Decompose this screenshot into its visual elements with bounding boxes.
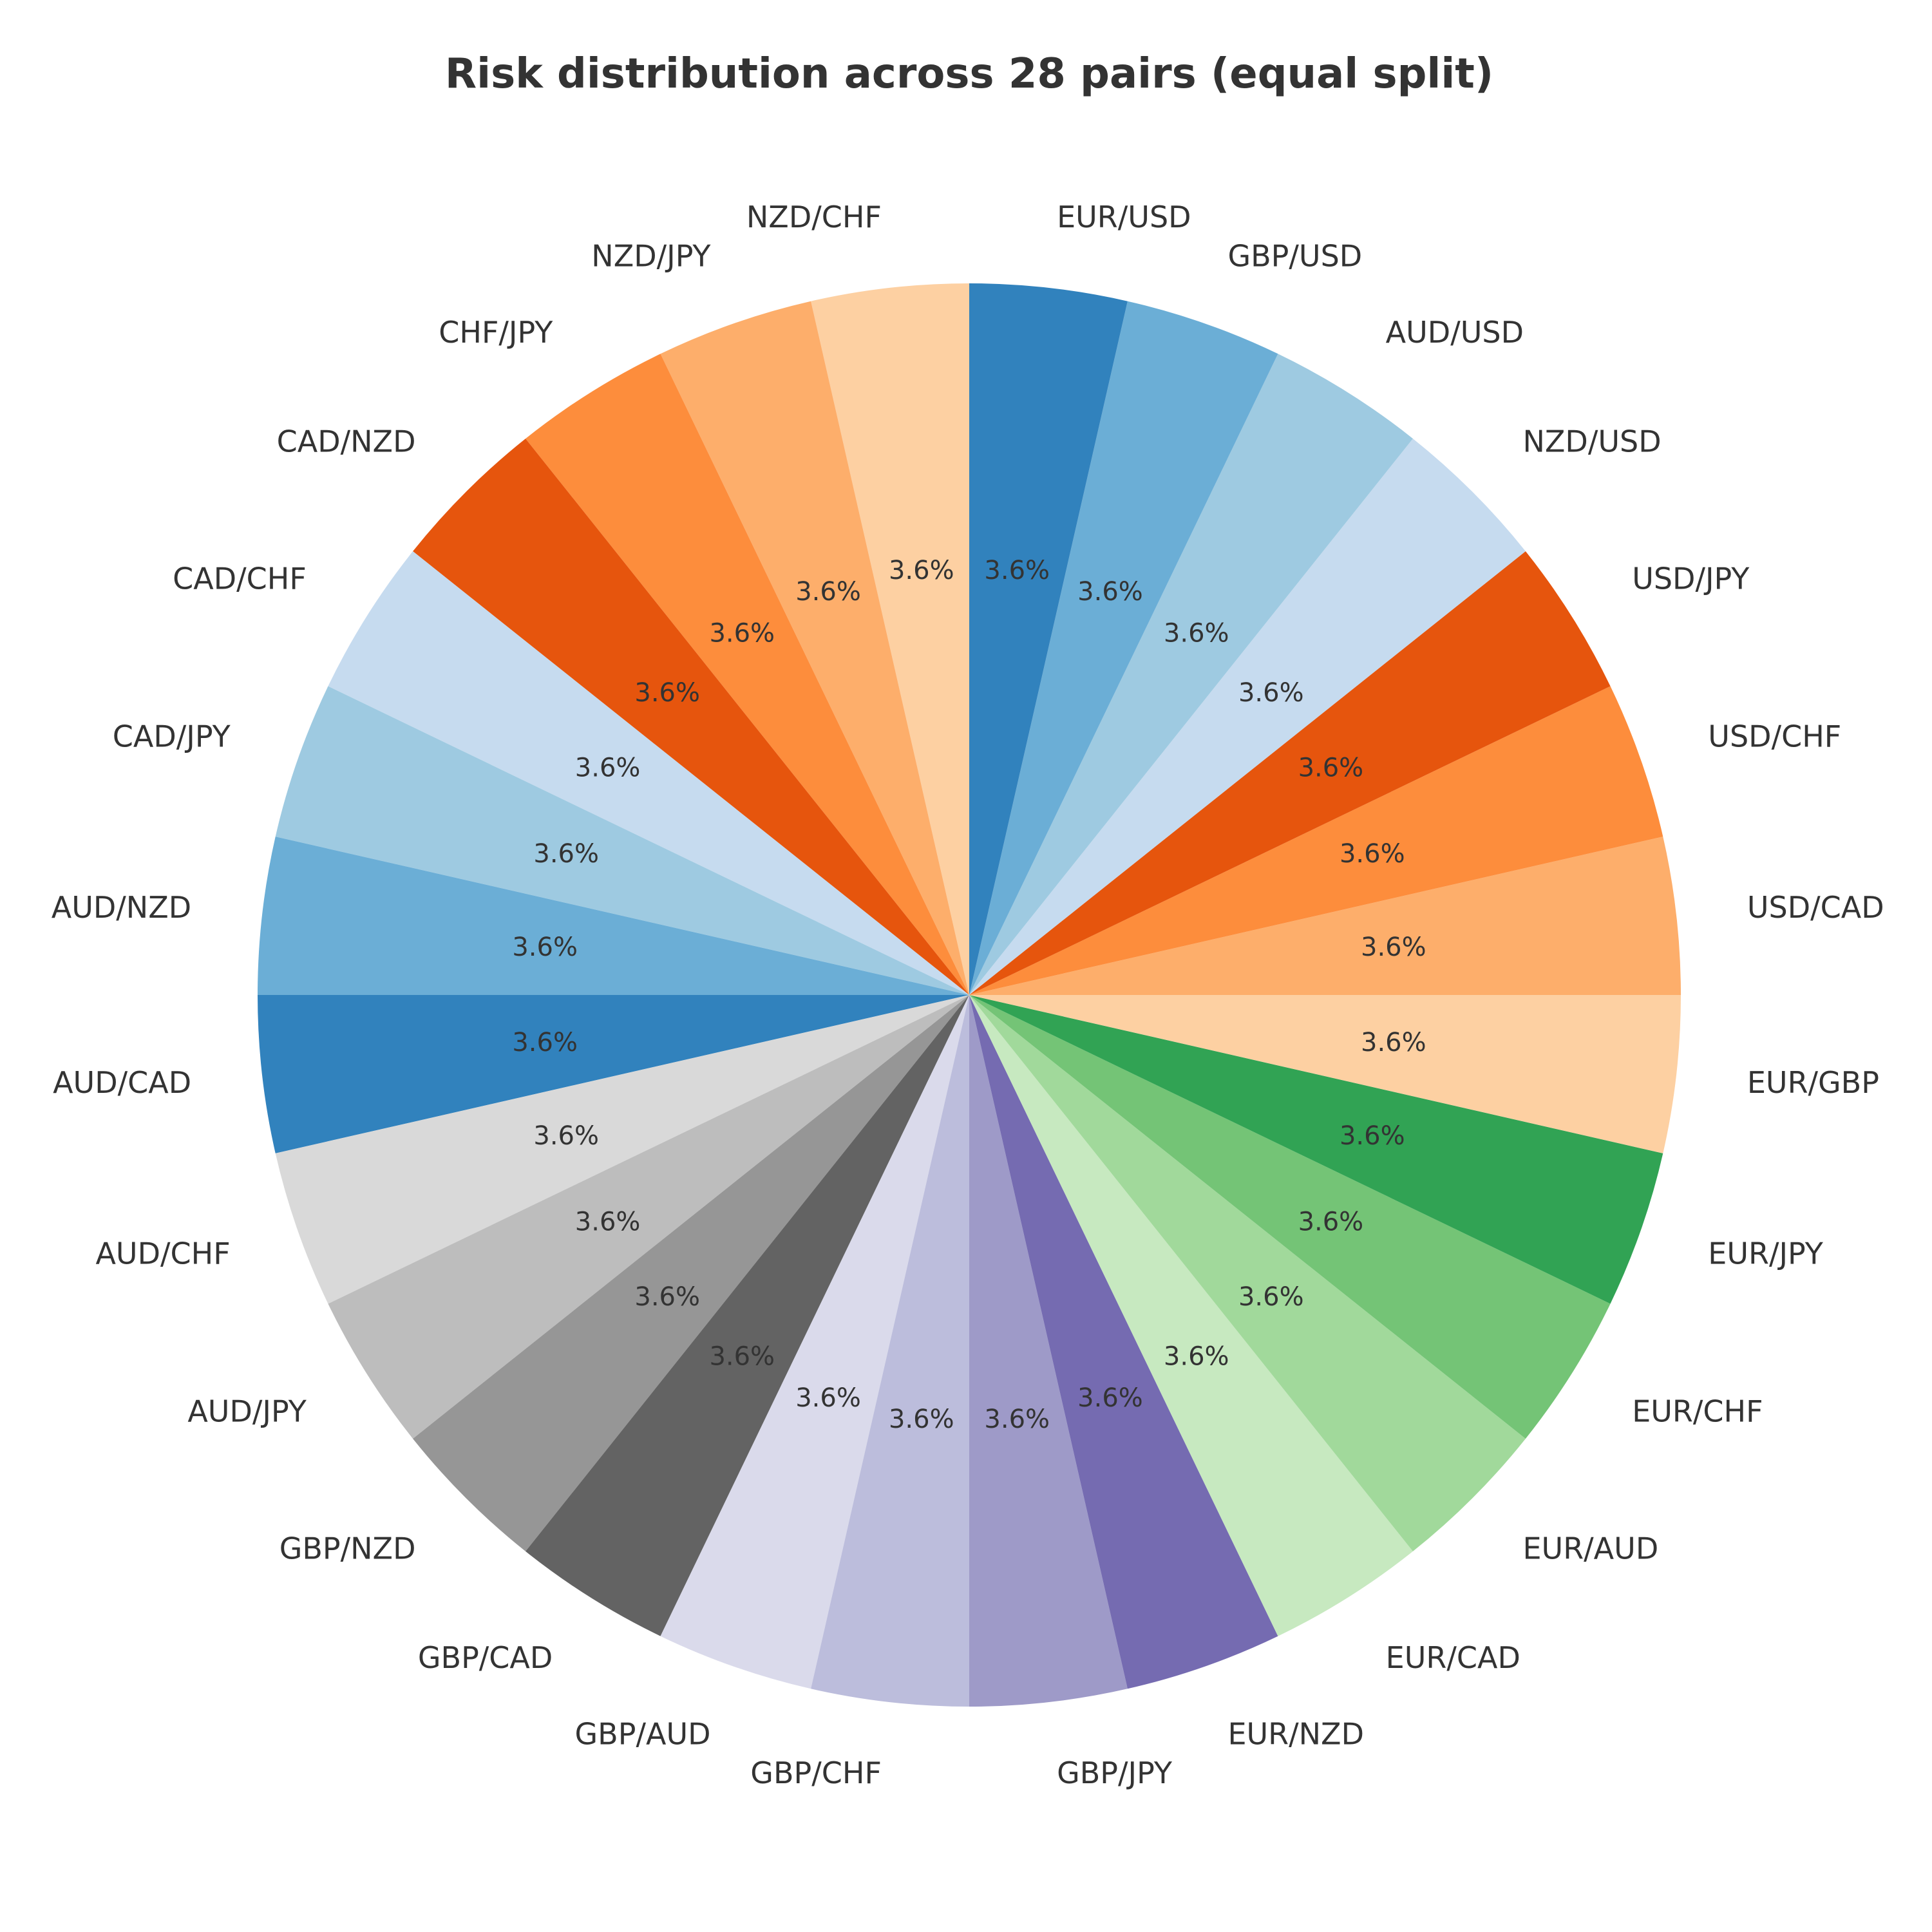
pie-slice-usd-chf xyxy=(969,686,1663,995)
slice-percent-label: 3.6% xyxy=(533,1121,599,1151)
slice-percent-label: 3.6% xyxy=(889,1405,954,1434)
pie-slice-gbp-cad xyxy=(526,995,969,1636)
pie-slice-eur-gbp xyxy=(969,995,1681,1153)
pie-slice-eur-chf xyxy=(969,995,1611,1439)
pie-slice-aud-chf xyxy=(275,995,970,1304)
pie-slice-cad-jpy xyxy=(275,686,970,995)
slice-label: GBP/CHF xyxy=(750,1756,882,1790)
pie-slice-nzd-jpy xyxy=(660,301,969,996)
slice-label: EUR/AUD xyxy=(1522,1531,1658,1566)
slice-percent-label: 3.6% xyxy=(709,619,775,649)
slice-percent-label: 3.6% xyxy=(984,1405,1050,1434)
pie-slice-nzd-chf xyxy=(811,283,969,995)
slice-label: USD/CHF xyxy=(1708,719,1841,754)
slice-percent-label: 3.6% xyxy=(1077,577,1143,607)
pie-slice-aud-usd xyxy=(969,354,1413,995)
slice-percent-label: 3.6% xyxy=(889,556,954,585)
pie-slice-gbp-jpy xyxy=(969,995,1128,1707)
pie-labels: NZD/CHF 3.6% NZD/JPY 3.6% CHF/JPY 3.6% CAD/NZD… xyxy=(52,200,1884,1790)
pie-slice-eur-usd xyxy=(969,283,1128,995)
slice-percent-label: 3.6% xyxy=(575,753,641,782)
slice-label: NZD/USD xyxy=(1522,424,1661,459)
pie-slice-chf-jpy xyxy=(526,354,969,995)
slice-label: GBP/USD xyxy=(1227,239,1362,274)
slice-label: CAD/NZD xyxy=(277,424,416,459)
slice-percent-label: 3.6% xyxy=(795,577,861,607)
slice-percent-label: 3.6% xyxy=(1238,678,1304,708)
slice-label: EUR/GBP xyxy=(1747,1065,1879,1100)
pie-slice-gbp-nzd xyxy=(413,995,969,1551)
pie-slice-aud-jpy xyxy=(328,995,969,1439)
slice-label: CHF/JPY xyxy=(439,315,553,350)
pie-slice-gbp-usd xyxy=(969,301,1278,996)
slice-label: USD/JPY xyxy=(1632,561,1750,596)
slice-percent-label: 3.6% xyxy=(1340,1121,1405,1151)
slice-percent-label: 3.6% xyxy=(1238,1282,1304,1312)
slice-label: AUD/CHF xyxy=(95,1236,230,1271)
slice-label: GBP/AUD xyxy=(575,1716,711,1751)
slice-percent-label: 3.6% xyxy=(1340,839,1405,869)
slice-percent-label: 3.6% xyxy=(984,556,1050,585)
slice-label: EUR/JPY xyxy=(1708,1236,1823,1271)
pie-slice-gbp-chf xyxy=(811,995,969,1707)
slice-percent-label: 3.6% xyxy=(634,1282,700,1312)
slice-percent-label: 3.6% xyxy=(1298,1208,1364,1237)
slice-label: AUD/JPY xyxy=(187,1394,307,1429)
slice-label: EUR/USD xyxy=(1057,200,1191,234)
slice-percent-label: 3.6% xyxy=(1361,1028,1426,1057)
slice-percent-label: 3.6% xyxy=(1077,1383,1143,1413)
slice-label: CAD/CHF xyxy=(173,561,307,596)
pie-slice-aud-cad xyxy=(258,995,969,1153)
slice-label: EUR/CAD xyxy=(1386,1640,1520,1675)
pie-slice-gbp-aud xyxy=(660,995,969,1689)
slice-label: AUD/NZD xyxy=(52,890,191,925)
pie-slice-cad-nzd xyxy=(413,439,969,995)
slice-label: AUD/USD xyxy=(1386,315,1524,350)
slice-label: AUD/CAD xyxy=(53,1065,191,1100)
pie-slice-aud-nzd xyxy=(258,837,969,995)
chart-title: Risk distribution across 28 pairs (equal… xyxy=(445,50,1493,98)
pie-slices xyxy=(258,283,1681,1707)
slice-percent-label: 3.6% xyxy=(575,1208,641,1237)
slice-label: GBP/CAD xyxy=(418,1640,553,1675)
pie-slice-eur-cad xyxy=(969,995,1413,1636)
pie-slice-usd-jpy xyxy=(969,551,1611,995)
slice-percent-label: 3.6% xyxy=(512,933,578,962)
slice-label: USD/CAD xyxy=(1747,890,1884,925)
slice-label: EUR/CHF xyxy=(1632,1394,1763,1429)
pie-slice-nzd-usd xyxy=(969,439,1526,995)
slice-percent-label: 3.6% xyxy=(795,1383,861,1413)
pie-slice-eur-aud xyxy=(969,995,1526,1551)
slice-percent-label: 3.6% xyxy=(533,839,599,869)
slice-label: NZD/CHF xyxy=(746,200,882,234)
pie-slice-eur-jpy xyxy=(969,995,1663,1304)
slice-label: NZD/JPY xyxy=(591,239,711,274)
pie-slice-usd-cad xyxy=(969,837,1681,995)
slice-percent-label: 3.6% xyxy=(1361,933,1426,962)
slice-label: CAD/JPY xyxy=(113,719,231,754)
slice-percent-label: 3.6% xyxy=(1164,1341,1229,1371)
pie-slice-cad-chf xyxy=(328,551,969,995)
slice-percent-label: 3.6% xyxy=(709,1341,775,1371)
slice-percent-label: 3.6% xyxy=(512,1028,578,1057)
slice-label: GBP/JPY xyxy=(1057,1756,1173,1790)
slice-percent-label: 3.6% xyxy=(1164,619,1229,649)
pie-slice-eur-nzd xyxy=(969,995,1278,1689)
slice-percent-label: 3.6% xyxy=(1298,753,1364,782)
slice-percent-label: 3.6% xyxy=(634,678,700,708)
slice-label: EUR/NZD xyxy=(1227,1716,1364,1751)
slice-label: GBP/NZD xyxy=(279,1531,416,1566)
